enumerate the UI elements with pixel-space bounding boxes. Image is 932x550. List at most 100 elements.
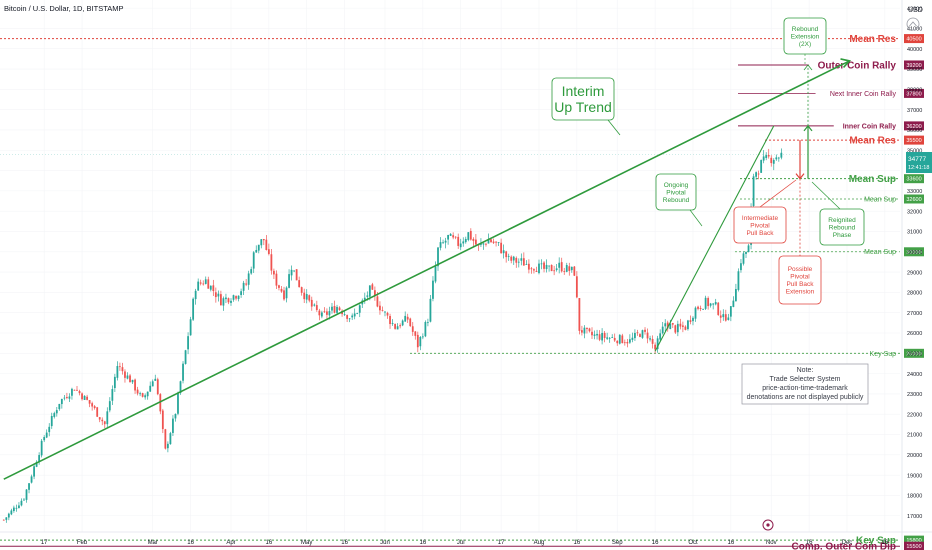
time-tick-label: 16: [806, 540, 813, 546]
candle-body: [575, 276, 578, 298]
drawing-tool-icon[interactable]: [762, 519, 774, 531]
level-price-tag-text: 15500: [906, 544, 921, 550]
candle-body: [401, 320, 404, 326]
candle-body: [166, 443, 169, 449]
candle-body: [679, 323, 682, 327]
candle-body: [219, 294, 222, 306]
candle-body: [449, 233, 452, 236]
candle-body: [525, 263, 528, 265]
candle-body: [379, 305, 381, 311]
candle-body: [371, 284, 374, 290]
time-tick-label: Nov: [766, 540, 777, 546]
candle-body: [472, 238, 475, 241]
candle-body: [116, 366, 119, 378]
level-price-tag: [904, 194, 924, 204]
candle-body: [586, 327, 588, 330]
candle-body: [644, 329, 646, 332]
candle-body: [399, 325, 402, 327]
candle-body: [563, 271, 566, 272]
svg-text:Up Trend: Up Trend: [554, 99, 612, 115]
candle-body: [192, 298, 195, 320]
candle-body: [735, 289, 737, 302]
candle-body: [533, 269, 535, 271]
svg-text:Possible: Possible: [788, 266, 813, 273]
candle-body: [416, 334, 419, 348]
candle-body: [111, 389, 114, 401]
svg-text:Rebound: Rebound: [792, 26, 819, 33]
time-tick-label: Jul: [457, 540, 465, 546]
candle-body: [505, 251, 508, 258]
candle-body: [91, 403, 94, 407]
candle-body: [770, 157, 773, 164]
candle-body: [119, 366, 121, 368]
candle-body: [482, 243, 485, 245]
candle-body: [93, 406, 96, 409]
candle-body: [38, 455, 41, 463]
candle-body: [777, 157, 780, 159]
level-price-tag-text: 25000: [906, 351, 921, 357]
candle-body: [666, 322, 669, 329]
candle-body: [295, 269, 298, 281]
candle-body: [222, 298, 225, 306]
candle-body: [71, 388, 73, 396]
candle-body: [298, 280, 301, 288]
candle-body: [366, 295, 369, 297]
time-axis[interactable]: 17 Feb Mar 16 Apr 16 May 16 Jun 16 Jul 17 Aug 16 Sep 16…: [0, 531, 932, 546]
price-scale-settings-icon[interactable]: [906, 17, 920, 31]
candle-body: [651, 338, 654, 344]
candle-body: [568, 266, 571, 271]
candle-body: [596, 333, 598, 336]
candle-body: [459, 243, 462, 248]
price-tick-label: 29000: [907, 270, 922, 276]
candle-body: [480, 243, 482, 245]
candle-body: [134, 379, 136, 391]
candle-body: [144, 395, 147, 398]
candle-body: [20, 500, 23, 506]
level-label: Mean Sup: [849, 174, 896, 185]
candle-body: [86, 396, 88, 400]
time-tick-label: 16: [266, 540, 273, 546]
candle-body: [285, 287, 288, 299]
price-tick-label: 42000: [907, 6, 922, 12]
candle-body: [527, 263, 530, 270]
candle-body: [588, 328, 591, 332]
candle-body: [765, 155, 768, 159]
candle-body: [202, 283, 205, 285]
price-tick-label: 31000: [907, 230, 922, 236]
candle-body: [108, 401, 111, 411]
candle-body: [161, 410, 164, 430]
note-line-2: Trade Selecter System: [770, 376, 841, 383]
candle-body: [207, 279, 210, 289]
candle-body: [697, 306, 699, 309]
time-tick-label: 16: [187, 540, 194, 546]
candle-body: [469, 230, 472, 240]
candle-body: [260, 239, 263, 246]
candle-body: [384, 311, 386, 313]
time-tick-label: Jun: [380, 540, 390, 546]
candle-body: [318, 310, 321, 316]
rally-trend-line: [654, 125, 775, 352]
candle-body: [182, 363, 184, 381]
candle-body: [740, 263, 742, 271]
candle-body: [343, 314, 346, 316]
candle-body: [704, 297, 707, 309]
price-tick-label: 20000: [907, 453, 922, 459]
svg-text:Pivotal: Pivotal: [790, 274, 810, 281]
candle-body: [411, 326, 414, 332]
price-tick-label: 19000: [907, 473, 922, 479]
candle-body: [626, 341, 629, 344]
pull-back-arrowhead: [795, 173, 805, 180]
price-tick-label: 28000: [907, 291, 922, 297]
price-axis[interactable]: 17000 18000 19000 20000 21000 22000 23000 24000…: [901, 0, 922, 550]
candle-body: [452, 235, 455, 238]
svg-text:(2X): (2X): [799, 41, 811, 48]
candle-body: [106, 411, 109, 425]
candle-body: [76, 389, 78, 391]
candle-body: [497, 242, 500, 243]
candle-body: [141, 393, 144, 397]
candle-body: [358, 305, 361, 313]
candle-body: [578, 298, 581, 331]
candle-body: [66, 397, 68, 399]
candle-body: [131, 379, 134, 383]
